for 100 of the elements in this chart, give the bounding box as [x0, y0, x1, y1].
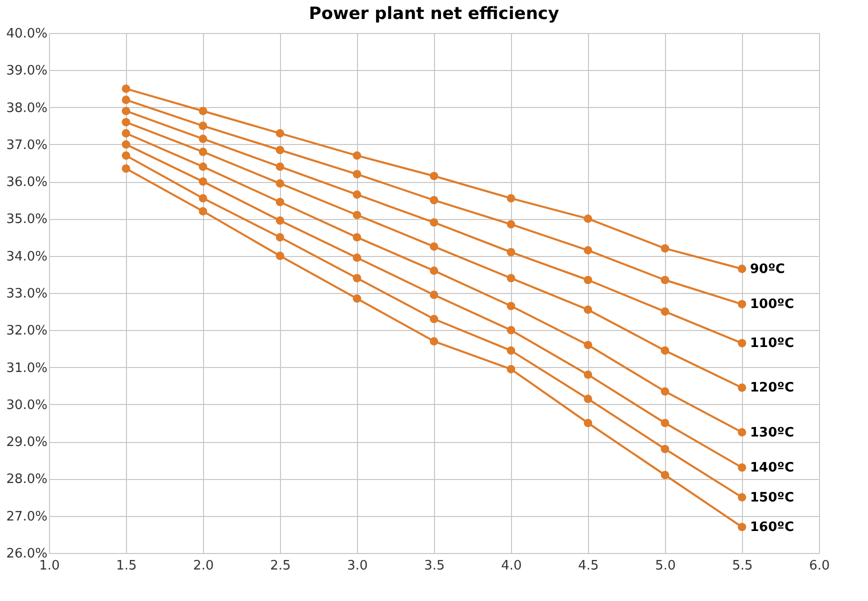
y-tick-label: 30.0%	[6, 398, 48, 413]
point	[584, 214, 592, 223]
point	[584, 370, 592, 379]
series-label: 160ºC	[750, 520, 794, 535]
y-tick-label: 33.0%	[6, 286, 48, 302]
y-tick-label: 34.0%	[6, 249, 48, 264]
y-tick-label: 38.0%	[6, 100, 48, 116]
point	[506, 302, 516, 310]
point	[738, 493, 746, 502]
point	[506, 346, 516, 355]
y-tick-label: 29.0%	[6, 435, 48, 450]
x-tick-label: 5.5	[732, 558, 753, 574]
point	[430, 218, 438, 227]
series-label: 140ºC	[750, 460, 794, 476]
point	[660, 244, 670, 253]
x-tick-label: 1.0	[39, 558, 60, 574]
point	[738, 384, 746, 392]
y-tick-label: 28.0%	[6, 472, 48, 488]
point	[352, 274, 362, 282]
x-tick-label: 5.0	[655, 558, 676, 574]
y-tick-label: 27.0%	[6, 509, 48, 524]
x-tick-label: 4.5	[578, 558, 599, 574]
point	[352, 151, 362, 160]
point	[506, 220, 516, 228]
point	[506, 248, 516, 256]
point	[198, 148, 208, 156]
y-tick-label: 32.0%	[6, 324, 48, 339]
point	[584, 418, 592, 428]
x-tick-label: 2.5	[270, 558, 291, 574]
x-tick-label: 2.0	[193, 558, 214, 574]
point	[660, 307, 670, 316]
point	[430, 290, 438, 300]
point	[122, 140, 130, 149]
point	[352, 190, 362, 199]
y-tick-label: 40.0%	[6, 26, 48, 42]
point	[122, 151, 130, 160]
point	[122, 106, 130, 116]
point	[738, 264, 746, 274]
point	[352, 210, 362, 220]
point	[738, 428, 746, 436]
point	[198, 122, 208, 130]
y-tick-label: 39.0%	[6, 64, 48, 79]
point	[198, 162, 208, 171]
point	[198, 106, 208, 116]
point	[506, 274, 516, 282]
point	[276, 129, 284, 138]
point	[738, 463, 746, 472]
point	[352, 233, 362, 242]
point	[584, 394, 592, 404]
x-tick-label: 3.5	[424, 558, 445, 574]
point	[276, 146, 284, 154]
point	[276, 233, 284, 242]
point	[430, 266, 438, 275]
point	[738, 300, 746, 308]
x-tick-label: 6.0	[809, 558, 830, 574]
point	[198, 194, 208, 202]
point	[276, 198, 284, 206]
series-label: 90ºC	[750, 262, 785, 277]
point	[276, 252, 284, 260]
point	[738, 338, 746, 348]
point	[506, 326, 516, 334]
point	[738, 522, 746, 532]
point	[506, 194, 516, 202]
point	[352, 254, 362, 262]
point	[276, 179, 284, 188]
point	[584, 276, 592, 284]
y-tick-label: 36.0%	[6, 175, 48, 190]
x-tick-label: 4.0	[501, 558, 522, 574]
point	[430, 172, 438, 180]
point	[198, 207, 208, 216]
point	[122, 118, 130, 126]
point	[660, 387, 670, 396]
point	[430, 242, 438, 251]
y-tick-label: 31.0%	[6, 360, 48, 376]
series-label: 110ºC	[750, 336, 794, 352]
x-tick-label: 1.5	[116, 558, 137, 574]
point	[276, 216, 284, 225]
point	[660, 444, 670, 454]
point	[122, 84, 130, 93]
point	[660, 418, 670, 428]
point	[198, 177, 208, 186]
point	[584, 340, 592, 350]
x-tick-label: 3.0	[347, 558, 368, 574]
series-label: 120ºC	[750, 380, 794, 396]
y-tick-label: 35.0%	[6, 212, 48, 228]
series-label: 100ºC	[750, 297, 794, 312]
point	[660, 470, 670, 480]
point	[430, 314, 438, 324]
point	[122, 164, 130, 173]
point	[198, 134, 208, 144]
point	[506, 364, 516, 374]
series-label: 130ºC	[750, 425, 794, 440]
point	[352, 294, 362, 303]
point	[122, 129, 130, 138]
point	[584, 306, 592, 314]
point	[430, 196, 438, 204]
chart-title: Power plant net efficiency	[308, 4, 560, 24]
point	[584, 246, 592, 254]
y-tick-label: 37.0%	[6, 138, 48, 153]
y-tick-label: 26.0%	[6, 546, 48, 562]
